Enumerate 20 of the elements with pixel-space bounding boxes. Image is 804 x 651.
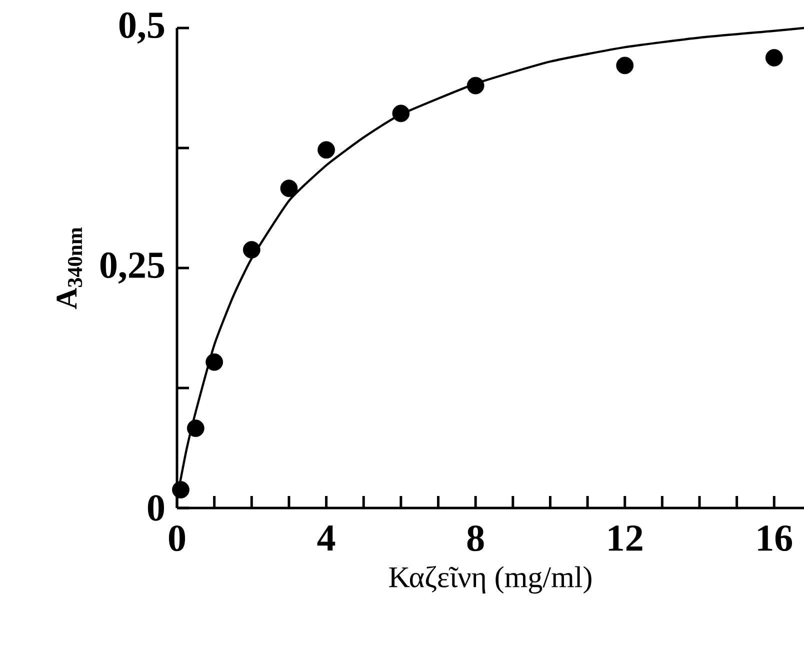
x-axis-title: Καζεῖνη (mg/ml) — [389, 566, 592, 594]
point — [242, 241, 260, 258]
y-tick-label: 0 — [148, 495, 164, 521]
point — [392, 104, 410, 122]
y-tick-label: 0,5 — [119, 12, 164, 44]
x-tick-label: 16 — [758, 526, 792, 552]
point — [616, 56, 634, 74]
x-tick-label: 8 — [467, 526, 484, 552]
point — [206, 353, 224, 371]
point — [765, 49, 783, 66]
point — [186, 420, 204, 438]
point — [466, 76, 484, 94]
x-tick-label: 0 — [168, 526, 186, 552]
x-tick-label: 4 — [317, 526, 336, 551]
point — [318, 141, 335, 159]
point — [172, 481, 190, 498]
y-axis-title: A$_{340nm}$ — [56, 227, 82, 310]
y-tick-label: 0,25 — [100, 252, 164, 284]
x-tick-label: 12 — [608, 526, 642, 551]
point — [280, 180, 298, 198]
